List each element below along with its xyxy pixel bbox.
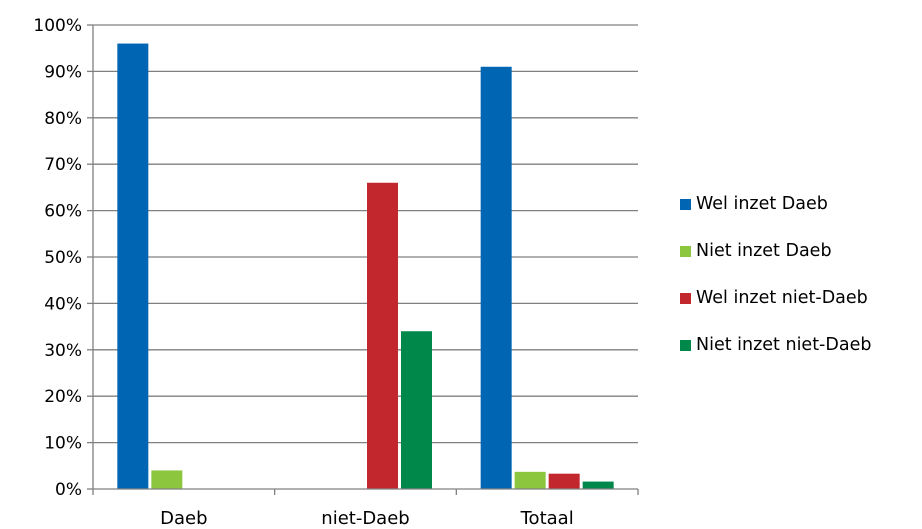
legend-swatch xyxy=(680,339,691,351)
x-axis-labels: Daeb niet-Daeb Totaal xyxy=(160,508,574,529)
axes xyxy=(92,25,639,495)
bar xyxy=(480,66,512,489)
bar xyxy=(582,481,614,489)
y-tick-label: 50% xyxy=(44,248,82,268)
bar xyxy=(117,43,149,490)
y-tick-label: 60% xyxy=(44,202,82,222)
y-tick-label: 30% xyxy=(44,341,82,361)
bar xyxy=(151,470,183,489)
bars xyxy=(117,43,614,490)
bar xyxy=(548,473,580,489)
legend-item: Niet inzet niet-Daeb xyxy=(680,333,871,357)
legend-label: Wel inzet niet-Daeb xyxy=(696,288,868,308)
x-tick-label: Daeb xyxy=(160,508,207,529)
gridlines xyxy=(93,24,638,444)
legend-item: Wel inzet niet-Daeb xyxy=(680,286,871,310)
legend-swatch xyxy=(680,198,691,210)
y-tick-label: 20% xyxy=(44,387,82,407)
y-tick-label: 40% xyxy=(44,294,82,314)
bar xyxy=(514,471,546,489)
y-tick-label: 10% xyxy=(44,434,82,454)
y-tick-label: 70% xyxy=(44,155,82,175)
legend-swatch xyxy=(680,292,691,304)
y-axis-ticks: 0% 10% 20% 30% 40% 50% 60% 70% 80% 90% 100% xyxy=(33,16,93,500)
bar xyxy=(367,182,398,489)
legend-label: Niet inzet Daeb xyxy=(696,241,832,261)
legend-label: Wel inzet Daeb xyxy=(696,194,828,214)
legend-item: Wel inzet Daeb xyxy=(680,192,871,216)
x-tick-label: Totaal xyxy=(520,508,574,529)
legend-item: Niet inzet Daeb xyxy=(680,239,871,263)
x-tick-label: niet-Daeb xyxy=(321,508,409,529)
legend-label: Niet inzet niet-Daeb xyxy=(696,335,872,355)
y-tick-label: 0% xyxy=(55,480,82,500)
y-tick-label: 100% xyxy=(33,16,82,36)
legend-swatch xyxy=(680,245,691,257)
bar xyxy=(401,331,432,489)
y-tick-label: 90% xyxy=(44,62,82,82)
legend: Wel inzet Daeb Niet inzet Daeb Wel inzet… xyxy=(680,192,871,380)
y-tick-label: 80% xyxy=(44,109,82,129)
